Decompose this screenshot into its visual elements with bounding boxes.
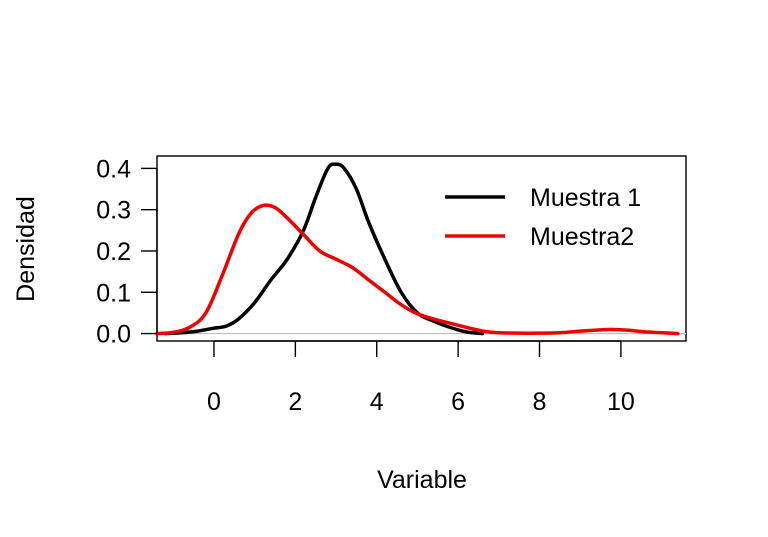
legend-label-muestra2: Muestra2 xyxy=(530,223,634,251)
x-axis: 0 2 4 6 8 10 xyxy=(207,340,635,416)
x-tick-label: 10 xyxy=(607,388,635,416)
y-tick-label: 0.1 xyxy=(96,279,131,307)
y-tick-label: 0.0 xyxy=(96,321,131,349)
y-tick-label: 0.4 xyxy=(96,155,131,183)
legend-label-muestra-1: Muestra 1 xyxy=(530,184,641,212)
legend: Muestra 1 Muestra2 xyxy=(445,184,641,251)
y-axis-label: Densidad xyxy=(12,196,40,302)
x-tick-label: 6 xyxy=(451,388,465,416)
y-axis: 0.0 0.1 0.2 0.3 0.4 xyxy=(96,155,158,349)
x-axis-label: Variable xyxy=(377,466,467,494)
series-lines xyxy=(155,162,680,336)
y-tick-label: 0.2 xyxy=(96,238,131,266)
series-line-2 xyxy=(155,203,680,336)
x-tick-label: 0 xyxy=(207,388,221,416)
x-tick-label: 4 xyxy=(370,388,384,416)
series-line-1 xyxy=(163,162,485,336)
y-tick-label: 0.3 xyxy=(96,197,131,225)
x-tick-label: 8 xyxy=(533,388,547,416)
x-tick-label: 2 xyxy=(288,388,302,416)
